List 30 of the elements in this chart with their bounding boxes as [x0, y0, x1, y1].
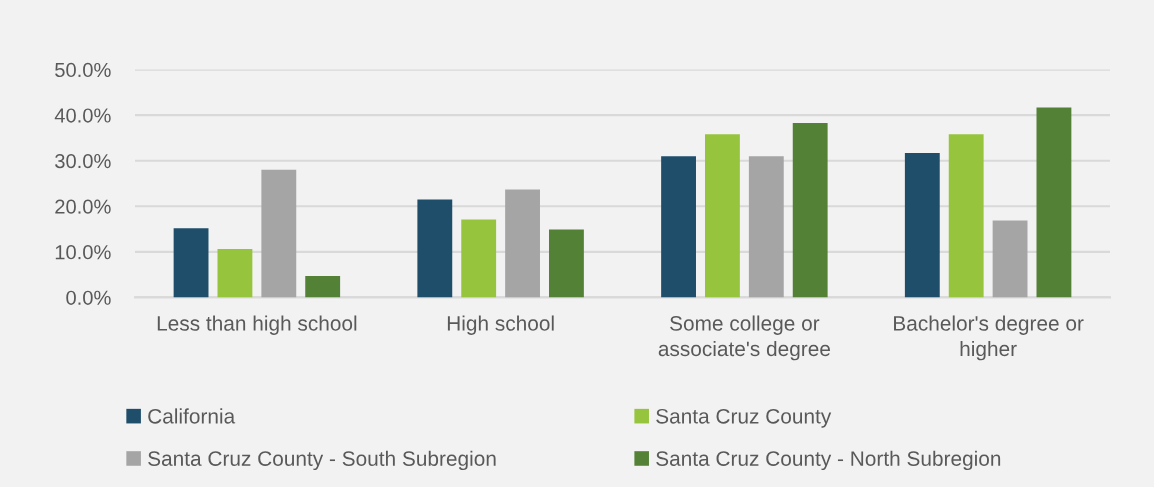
y-tick-label: 30.0%	[55, 153, 111, 169]
bar	[705, 134, 740, 298]
legend-label: Santa Cruz County - South Subregion	[148, 450, 496, 471]
bar	[549, 229, 584, 298]
bar	[948, 134, 984, 298]
x-tick-label: High school	[447, 315, 554, 335]
bar	[173, 228, 209, 298]
bar	[505, 189, 540, 298]
y-tick-label: 20.0%	[55, 199, 111, 214]
bar	[217, 249, 253, 298]
bar	[992, 220, 1028, 298]
y-tick-label: 40.0%	[54, 108, 111, 123]
bar	[261, 169, 297, 298]
bar	[305, 275, 341, 298]
x-tick-label: Less than high school	[157, 315, 357, 335]
y-tick-label: 50.0%	[55, 62, 111, 78]
legend-label: California	[148, 408, 236, 424]
bar	[1036, 107, 1072, 298]
legend-label: Santa Cruz County	[656, 408, 832, 428]
y-tick-label: 10.0%	[55, 245, 111, 260]
bar	[661, 156, 696, 298]
bar	[417, 199, 453, 298]
bar	[792, 122, 828, 298]
x-tick-label: Some college or associate's degree	[658, 315, 830, 361]
legend-label: Santa Cruz County - North Subregion	[656, 450, 1001, 471]
x-tick-label: Bachelor's degree or higher	[894, 315, 1084, 361]
bar	[461, 219, 497, 298]
bar	[904, 152, 940, 298]
y-tick-label: 0.0%	[66, 290, 111, 305]
bar	[748, 156, 784, 298]
